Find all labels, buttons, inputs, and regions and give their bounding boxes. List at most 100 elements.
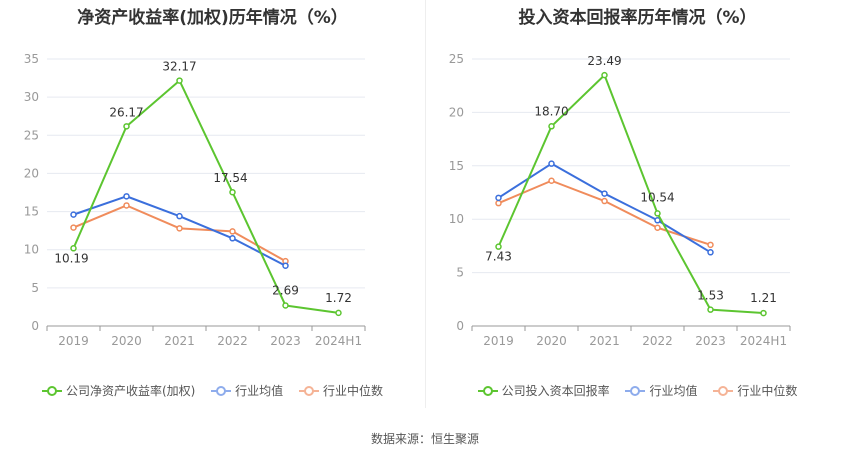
data-point-median <box>70 224 77 231</box>
data-point-company <box>123 123 130 130</box>
data-label: 26.17 <box>109 105 143 119</box>
data-point-company <box>495 243 502 250</box>
data-point-company <box>548 123 555 130</box>
data-point-avg <box>229 235 236 242</box>
legend-item-avg[interactable]: 行业均值 <box>625 382 698 399</box>
chart-title: 投入资本回报率历年情况（%） <box>518 8 757 28</box>
y-tick-label: 0 <box>456 319 464 333</box>
y-tick-label: 25 <box>449 52 464 66</box>
legend-label: 行业均值 <box>235 384 284 398</box>
y-tick-label: 5 <box>31 281 39 295</box>
y-tick-label: 35 <box>24 52 39 66</box>
x-tick-label: 2024H1 <box>740 334 787 348</box>
y-tick-label: 0 <box>31 319 39 333</box>
data-label: 7.43 <box>485 250 512 264</box>
y-tick-label: 15 <box>449 159 464 173</box>
x-tick-label: 2023 <box>695 334 726 348</box>
panel-divider <box>425 0 426 408</box>
data-label: 1.72 <box>325 291 352 305</box>
data-label: 23.49 <box>587 54 621 68</box>
data-point-avg <box>70 211 77 218</box>
x-tick-label: 2019 <box>483 334 514 348</box>
data-point-median <box>176 225 183 232</box>
legend-label: 行业中位数 <box>323 384 384 398</box>
roe-chart-panel: 净资产收益率(加权)历年情况（%） 0 5 10 15 20 25 30 35 2019 2020… <box>0 0 425 420</box>
roic-chart-panel: 投入资本回报率历年情况（%） 0 5 10 15 20 25 2019 2020 2021 202… <box>425 0 850 420</box>
x-tick-label: 2020 <box>536 334 567 348</box>
series-line-company <box>497 74 764 315</box>
data-label: 1.53 <box>697 289 724 303</box>
x-tick-label: 2023 <box>270 334 301 348</box>
y-tick-label: 30 <box>24 90 39 104</box>
y-tick-label: 25 <box>24 128 39 142</box>
y-tick-label: 10 <box>449 212 464 226</box>
chart-legend: 公司投入资本回报率 行业均值 行业中位数 <box>425 382 850 399</box>
data-point-avg <box>176 212 183 220</box>
data-point-avg <box>548 160 555 167</box>
data-point-median <box>495 199 502 207</box>
legend-item-company[interactable]: 公司净资产收益率(加权) <box>41 382 196 399</box>
legend-item-median[interactable]: 行业中位数 <box>713 382 797 399</box>
data-point-median <box>229 228 236 235</box>
legend-label: 公司投入资本回报率 <box>501 384 610 398</box>
data-label: 10.19 <box>54 251 88 265</box>
legend-line-icon <box>713 385 734 396</box>
data-label: 32.17 <box>162 60 196 74</box>
data-point-avg <box>707 249 714 256</box>
data-point-company <box>229 188 236 196</box>
data-point-company <box>654 210 661 217</box>
y-tick-label: 5 <box>456 266 464 280</box>
chart-legend: 公司净资产收益率(加权) 行业均值 行业中位数 <box>0 382 425 399</box>
legend-label: 行业中位数 <box>737 384 798 398</box>
y-tick-label: 15 <box>24 205 39 219</box>
x-tick-label: 2021 <box>589 334 620 348</box>
data-point-median <box>601 197 608 205</box>
x-tick-label: 2020 <box>111 334 142 348</box>
legend-line-icon <box>299 385 320 396</box>
data-point-avg <box>601 190 608 197</box>
y-tick-label: 10 <box>24 243 39 257</box>
data-label: 17.54 <box>213 171 247 185</box>
data-label: 2.69 <box>272 283 299 297</box>
data-source: 数据来源：恒生聚源 <box>370 432 479 446</box>
data-point-avg <box>282 262 289 269</box>
data-point-company <box>707 306 714 313</box>
data-point-company <box>335 309 342 317</box>
data-point-company <box>760 309 767 317</box>
data-point-avg <box>123 193 130 200</box>
data-label: 18.70 <box>534 104 568 118</box>
data-point-avg <box>495 194 502 202</box>
data-point-company <box>176 77 183 84</box>
roic-chart: 0 5 10 15 20 25 2019 2020 2021 2022 2023 2024H1 7.43… <box>449 52 791 348</box>
data-point-median <box>548 177 555 185</box>
y-tick-label: 20 <box>449 105 464 119</box>
data-point-median <box>654 224 661 231</box>
series-line-company <box>72 79 339 314</box>
y-tick-label: 20 <box>24 166 39 180</box>
x-tick-label: 2019 <box>58 334 89 348</box>
legend-line-icon <box>625 385 646 396</box>
series-line-avg <box>497 162 712 254</box>
legend-label: 行业均值 <box>649 384 698 398</box>
chart-title: 净资产收益率(加权)历年情况（%） <box>77 8 348 28</box>
legend-item-company[interactable]: 公司投入资本回报率 <box>477 382 610 399</box>
data-point-company <box>70 245 77 252</box>
x-tick-label: 2021 <box>164 334 195 348</box>
data-point-avg <box>654 217 661 224</box>
legend-item-median[interactable]: 行业中位数 <box>299 382 383 399</box>
legend-label: 公司净资产收益率(加权) <box>65 384 196 398</box>
legend-item-avg[interactable]: 行业均值 <box>211 382 283 399</box>
x-tick-label: 2022 <box>217 334 248 348</box>
legend-line-icon <box>211 385 232 396</box>
legend-line-icon <box>477 385 498 396</box>
data-label: 10.54 <box>640 190 674 204</box>
data-point-company <box>601 71 608 79</box>
data-point-median <box>707 241 714 249</box>
data-point-company <box>282 302 289 309</box>
roe-chart: 0 5 10 15 20 25 30 35 2019 2020 2021 2022 2023 2024H1… <box>24 52 366 348</box>
data-label: 1.21 <box>750 291 777 305</box>
data-point-median <box>123 202 130 209</box>
x-tick-label: 2024H1 <box>315 334 362 348</box>
legend-line-icon <box>41 385 62 396</box>
x-tick-label: 2022 <box>642 334 673 348</box>
